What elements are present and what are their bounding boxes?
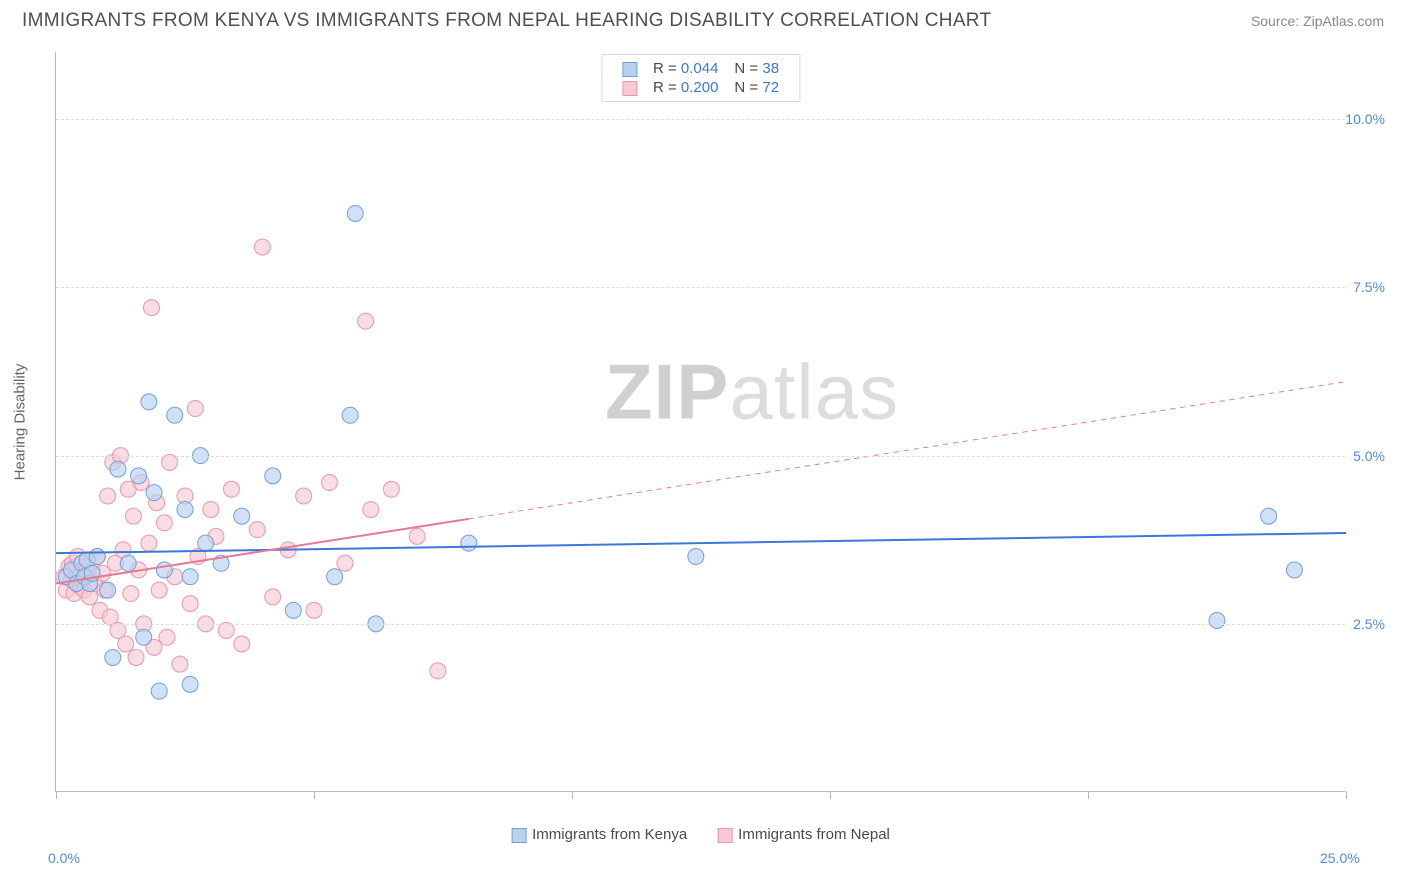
data-point (128, 649, 144, 665)
data-point (143, 300, 159, 316)
data-point (182, 676, 198, 692)
data-point (105, 649, 121, 665)
data-point (125, 508, 141, 524)
data-point (337, 555, 353, 571)
y-tick-label: 5.0% (1353, 448, 1385, 464)
legend-swatch (511, 828, 526, 843)
legend-item: Immigrants from Kenya (511, 826, 687, 843)
data-point (141, 535, 157, 551)
data-point (141, 394, 157, 410)
data-point (131, 468, 147, 484)
legend-stats-row: R = 0.044N = 38 (614, 59, 787, 78)
data-point (177, 501, 193, 517)
data-point (249, 522, 265, 538)
data-point (156, 562, 172, 578)
data-point (234, 636, 250, 652)
legend-stats-row: R = 0.200N = 72 (614, 78, 787, 97)
data-point (327, 569, 343, 585)
gridline-h (56, 119, 1345, 120)
legend-item: Immigrants from Nepal (717, 826, 890, 843)
data-point (223, 481, 239, 497)
data-point (296, 488, 312, 504)
data-point (358, 313, 374, 329)
data-point (172, 656, 188, 672)
x-tick-label: 0.0% (48, 850, 80, 866)
legend-swatch (717, 828, 732, 843)
scatter-svg (56, 52, 1345, 791)
data-point (306, 602, 322, 618)
gridline-h (56, 624, 1345, 625)
data-point (1209, 612, 1225, 628)
data-point (118, 636, 134, 652)
data-point (198, 535, 214, 551)
data-point (159, 629, 175, 645)
data-point (162, 454, 178, 470)
data-point (123, 586, 139, 602)
plot-area: ZIPatlas Hearing Disability R = 0.044N =… (55, 52, 1345, 792)
data-point (321, 475, 337, 491)
data-point (182, 596, 198, 612)
data-point (234, 508, 250, 524)
data-point (218, 623, 234, 639)
y-axis-label: Hearing Disability (12, 363, 29, 480)
data-point (151, 683, 167, 699)
chart-title: IMMIGRANTS FROM KENYA VS IMMIGRANTS FROM… (22, 10, 991, 32)
data-point (167, 407, 183, 423)
x-tick-mark (1088, 791, 1089, 799)
trendline-dashed (469, 382, 1346, 519)
x-tick-mark (572, 791, 573, 799)
legend-swatch (622, 62, 637, 77)
data-point (203, 501, 219, 517)
data-point (100, 582, 116, 598)
data-point (265, 589, 281, 605)
legend-series: Immigrants from Kenya Immigrants from Nep… (511, 826, 890, 843)
x-tick-mark (56, 791, 57, 799)
data-point (1261, 508, 1277, 524)
data-point (120, 555, 136, 571)
header: IMMIGRANTS FROM KENYA VS IMMIGRANTS FROM… (0, 0, 1406, 36)
data-point (363, 501, 379, 517)
data-point (265, 468, 281, 484)
data-point (342, 407, 358, 423)
r-label: R = 0.044 (645, 59, 726, 78)
legend-stats: R = 0.044N = 38R = 0.200N = 72 (601, 54, 800, 102)
data-point (347, 205, 363, 221)
source-label: Source: ZipAtlas.com (1251, 13, 1384, 29)
data-point (156, 515, 172, 531)
data-point (285, 602, 301, 618)
data-point (461, 535, 477, 551)
data-point (182, 569, 198, 585)
x-tick-mark (830, 791, 831, 799)
data-point (383, 481, 399, 497)
data-point (409, 528, 425, 544)
data-point (688, 549, 704, 565)
data-point (89, 549, 105, 565)
y-tick-label: 2.5% (1353, 616, 1385, 632)
data-point (430, 663, 446, 679)
data-point (1286, 562, 1302, 578)
gridline-h (56, 287, 1345, 288)
x-tick-mark (1346, 791, 1347, 799)
legend-swatch (622, 81, 637, 96)
n-label: N = 38 (726, 59, 787, 78)
y-tick-label: 10.0% (1345, 111, 1385, 127)
data-point (254, 239, 270, 255)
data-point (187, 401, 203, 417)
legend-label: Immigrants from Kenya (532, 826, 687, 843)
n-label: N = 72 (726, 78, 787, 97)
data-point (100, 488, 116, 504)
gridline-h (56, 456, 1345, 457)
data-point (136, 629, 152, 645)
plot-wrapper: ZIPatlas Hearing Disability R = 0.044N =… (55, 52, 1385, 812)
x-tick-label: 25.0% (1320, 850, 1360, 866)
r-label: R = 0.200 (645, 78, 726, 97)
x-tick-mark (314, 791, 315, 799)
data-point (146, 485, 162, 501)
data-point (110, 461, 126, 477)
legend-label: Immigrants from Nepal (738, 826, 890, 843)
data-point (151, 582, 167, 598)
y-tick-label: 7.5% (1353, 279, 1385, 295)
